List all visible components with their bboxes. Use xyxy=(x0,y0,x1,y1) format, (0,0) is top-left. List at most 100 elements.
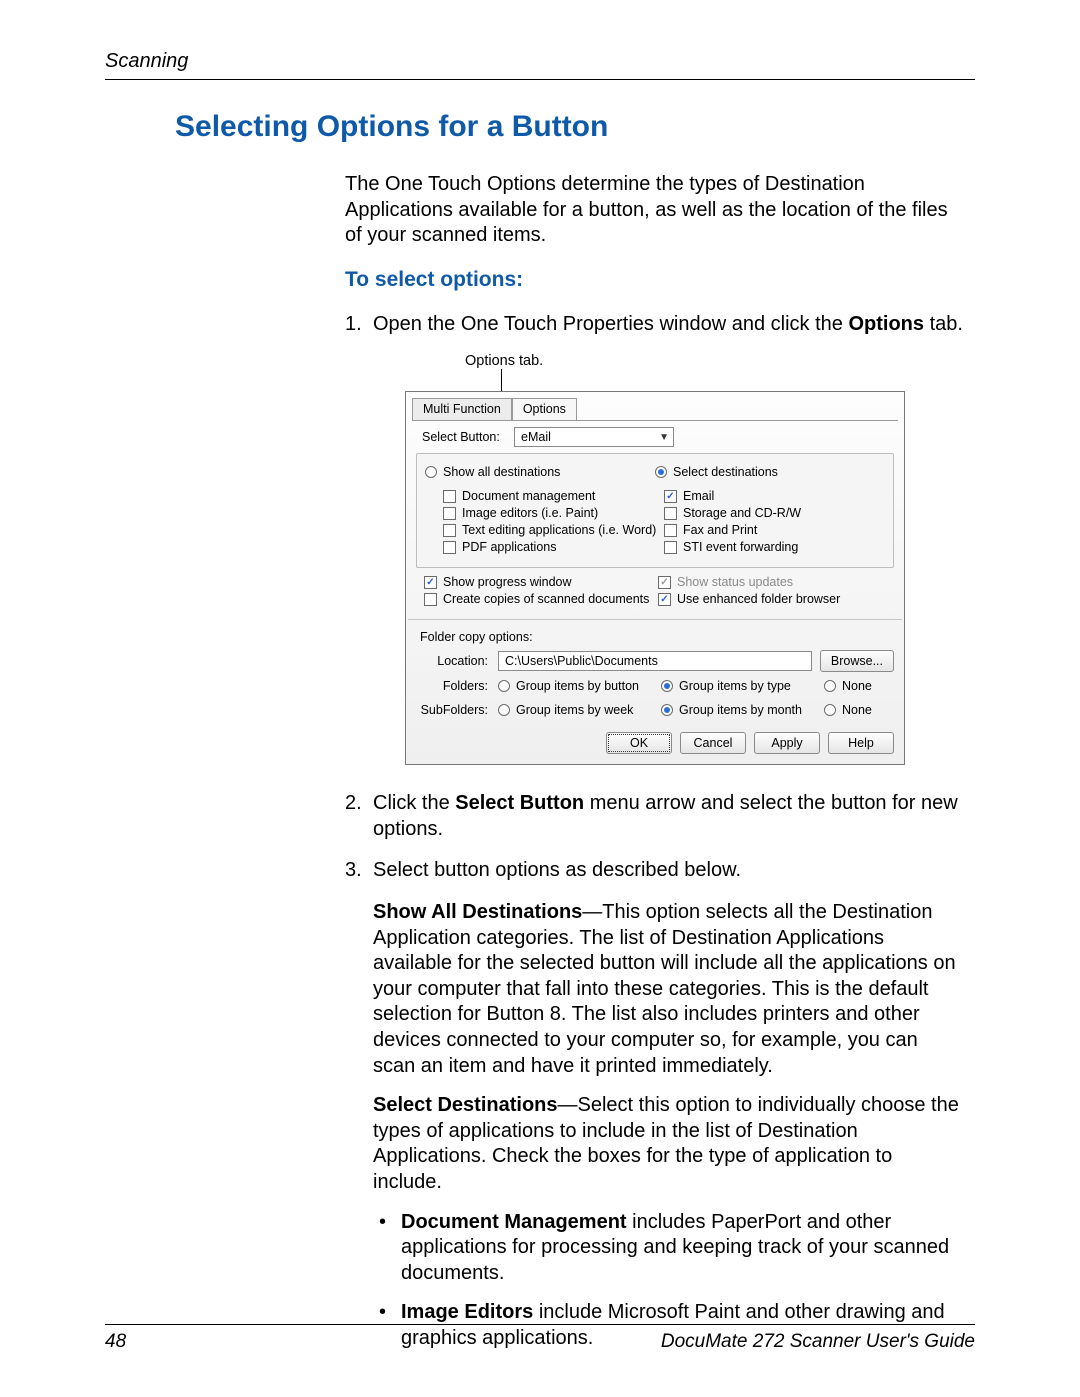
options-dialog: Multi Function Options Select Button: eM… xyxy=(405,391,905,765)
step1-bold: Options xyxy=(848,313,924,335)
radio-select-dest-label: Select destinations xyxy=(673,465,778,479)
intro-paragraph: The One Touch Options determine the type… xyxy=(345,172,965,249)
step-number: 2. xyxy=(345,791,373,842)
radio-group-by-button[interactable]: Group items by button xyxy=(498,679,661,693)
browse-button[interactable]: Browse... xyxy=(820,650,894,672)
definition-show-all: Show All Destinations—This option select… xyxy=(373,900,965,1079)
step-text: Open the One Touch Properties window and… xyxy=(373,312,965,338)
checkbox-browser-label: Use enhanced folder browser xyxy=(677,592,840,606)
callout-leader-line xyxy=(501,369,502,391)
def1-bold: Show All Destinations xyxy=(373,901,582,923)
radio-subfolders-none-label: None xyxy=(842,703,872,717)
ok-button[interactable]: OK xyxy=(606,732,672,754)
folders-row: Folders: Group items by button Group ite… xyxy=(406,674,904,698)
checkbox-sti[interactable]: STI event forwarding xyxy=(664,540,885,554)
step1-pre: Open the One Touch Properties window and… xyxy=(373,313,848,335)
step1-post: tab. xyxy=(924,313,963,335)
bullet-text: Document Management includes PaperPort a… xyxy=(401,1210,965,1287)
apply-button[interactable]: Apply xyxy=(754,732,820,754)
checkbox-storage[interactable]: Storage and CD-R/W xyxy=(664,506,885,520)
page-title: Selecting Options for a Button xyxy=(175,110,975,144)
checkbox-email[interactable]: ✓Email xyxy=(664,489,885,503)
footer-doc-title: DocuMate 272 Scanner User's Guide xyxy=(661,1331,975,1353)
checkbox-fax[interactable]: Fax and Print xyxy=(664,523,885,537)
radio-by-type-label: Group items by type xyxy=(679,679,791,693)
bullet-doc-mgmt: • Document Management includes PaperPort… xyxy=(373,1210,965,1287)
select-button-value: eMail xyxy=(521,430,551,444)
step-3: 3. Select button options as described be… xyxy=(345,858,965,884)
radio-by-button-label: Group items by button xyxy=(516,679,639,693)
radio-by-week-label: Group items by week xyxy=(516,703,633,717)
checkbox-fax-label: Fax and Print xyxy=(683,523,757,537)
checkbox-text-editors-label: Text editing applications (i.e. Word) xyxy=(462,523,656,537)
body-column-lower: 2. Click the Select Button menu arrow an… xyxy=(345,791,965,1351)
radio-show-all-label: Show all destinations xyxy=(443,465,560,479)
b2-bold: Image Editors xyxy=(401,1301,533,1323)
checkbox-storage-label: Storage and CD-R/W xyxy=(683,506,801,520)
checkbox-email-label: Email xyxy=(683,489,714,503)
step-text: Select button options as described below… xyxy=(373,858,965,884)
subfolders-label: SubFolders: xyxy=(420,703,498,717)
step2-pre: Click the xyxy=(373,792,455,814)
callout-label: Options tab. xyxy=(465,353,975,369)
subfolders-row: SubFolders: Group items by week Group it… xyxy=(406,698,904,722)
bullet-icon: • xyxy=(373,1210,401,1287)
step-number: 1. xyxy=(345,312,373,338)
location-row: Location: C:\Users\Public\Documents Brow… xyxy=(406,644,904,674)
checkbox-progress-label: Show progress window xyxy=(443,575,572,589)
tab-row: Multi Function Options xyxy=(406,392,904,420)
step-text: Click the Select Button menu arrow and s… xyxy=(373,791,965,842)
radio-group-by-month[interactable]: Group items by month xyxy=(661,703,824,717)
checkbox-copies-label: Create copies of scanned documents xyxy=(443,592,649,606)
checkbox-copies[interactable]: Create copies of scanned documents xyxy=(424,592,658,606)
radio-select-destinations[interactable]: Select destinations xyxy=(655,465,885,479)
destinations-group: Show all destinations Select destination… xyxy=(416,453,894,568)
separator xyxy=(408,619,902,620)
radio-folders-none-label: None xyxy=(842,679,872,693)
checkbox-progress[interactable]: ✓Show progress window xyxy=(424,575,658,589)
footer-page-number: 48 xyxy=(105,1331,126,1353)
def1-text: —This option selects all the Destination… xyxy=(373,901,956,1077)
radio-by-month-label: Group items by month xyxy=(679,703,802,717)
help-button[interactable]: Help xyxy=(828,732,894,754)
checkbox-text-editors[interactable]: Text editing applications (i.e. Word) xyxy=(443,523,664,537)
dialog-button-bar: OK Cancel Apply Help xyxy=(406,722,904,764)
cancel-button[interactable]: Cancel xyxy=(680,732,746,754)
subheading: To select options: xyxy=(345,267,965,294)
tab-multi-function[interactable]: Multi Function xyxy=(412,398,512,420)
checkbox-browser[interactable]: ✓Use enhanced folder browser xyxy=(658,592,892,606)
radio-subfolders-none[interactable]: None xyxy=(824,703,894,717)
checkbox-status-label: Show status updates xyxy=(677,575,793,589)
chevron-down-icon: ▼ xyxy=(659,432,669,443)
select-button-label: Select Button: xyxy=(422,430,514,444)
checkbox-image-editors[interactable]: Image editors (i.e. Paint) xyxy=(443,506,664,520)
checkbox-status: ✓Show status updates xyxy=(658,575,892,589)
definition-select-dest: Select Destinations—Select this option t… xyxy=(373,1093,965,1195)
step-number: 3. xyxy=(345,858,373,884)
b1-bold: Document Management xyxy=(401,1211,627,1233)
running-head: Scanning xyxy=(105,50,975,80)
checkbox-image-editors-label: Image editors (i.e. Paint) xyxy=(462,506,598,520)
tab-options[interactable]: Options xyxy=(512,398,577,420)
location-field[interactable]: C:\Users\Public\Documents xyxy=(498,651,812,671)
def2-bold: Select Destinations xyxy=(373,1094,558,1116)
checkbox-doc-mgmt-label: Document management xyxy=(462,489,595,503)
folder-copy-title: Folder copy options: xyxy=(406,626,904,644)
checkbox-pdf-label: PDF applications xyxy=(462,540,557,554)
select-button-row: Select Button: eMail ▼ xyxy=(406,421,904,449)
radio-folders-none[interactable]: None xyxy=(824,679,894,693)
page: Scanning Selecting Options for a Button … xyxy=(0,0,1080,1397)
step-2: 2. Click the Select Button menu arrow an… xyxy=(345,791,965,842)
select-button-dropdown[interactable]: eMail ▼ xyxy=(514,427,674,447)
radio-group-by-type[interactable]: Group items by type xyxy=(661,679,824,693)
checkbox-doc-mgmt[interactable]: Document management xyxy=(443,489,664,503)
step2-bold: Select Button xyxy=(455,792,584,814)
radio-show-all[interactable]: Show all destinations xyxy=(425,465,655,479)
page-footer: 48 DocuMate 272 Scanner User's Guide xyxy=(105,1324,975,1353)
step-1: 1. Open the One Touch Properties window … xyxy=(345,312,965,338)
radio-group-by-week[interactable]: Group items by week xyxy=(498,703,661,717)
checkbox-sti-label: STI event forwarding xyxy=(683,540,798,554)
checkbox-pdf[interactable]: PDF applications xyxy=(443,540,664,554)
body-column: The One Touch Options determine the type… xyxy=(345,172,965,337)
dialog-screenshot: Multi Function Options Select Button: eM… xyxy=(405,391,975,765)
